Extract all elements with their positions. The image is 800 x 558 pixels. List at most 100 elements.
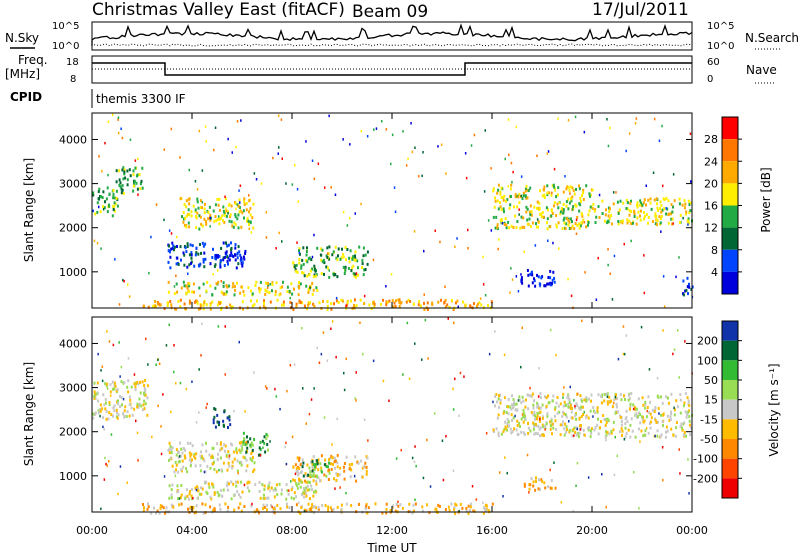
echo-cell: [194, 208, 197, 212]
echo-cell: [214, 263, 217, 267]
echo-speckle: [201, 201, 204, 204]
echo-cell: [102, 393, 105, 397]
echo-cell: [238, 205, 241, 209]
echo-cell: [473, 509, 476, 513]
echo-cell: [340, 503, 343, 507]
echo-cell: [530, 411, 533, 415]
echo-cell: [250, 299, 252, 303]
echo-cell: [213, 219, 216, 223]
echo-cell: [339, 257, 342, 261]
echo-cell: [554, 406, 557, 409]
echo-speckle: [576, 461, 579, 465]
echo-speckle: [536, 154, 538, 157]
echo-cell: [196, 300, 199, 304]
echo-cell: [555, 214, 558, 217]
echo-cell: [190, 214, 193, 218]
echo-speckle: [157, 404, 159, 408]
echo-speckle: [504, 157, 506, 161]
echo-cell: [575, 418, 578, 421]
echo-cell: [546, 227, 549, 231]
echo-cell: [280, 488, 283, 492]
echo-cell: [199, 469, 202, 473]
echo-speckle: [504, 456, 506, 459]
echo-cell: [255, 508, 258, 512]
colorbar-tick-label: 15: [704, 394, 718, 407]
echo-cell: [295, 467, 298, 471]
echo-cell: [300, 493, 303, 497]
echo-cell: [156, 509, 159, 513]
echo-cell: [497, 431, 500, 435]
echo-cell: [551, 278, 554, 282]
echo-cell: [286, 290, 289, 294]
echo-cell: [258, 453, 260, 457]
echo-cell: [298, 456, 301, 460]
echo-cell: [587, 428, 590, 432]
echo-cell: [285, 483, 288, 487]
echo-cell: [252, 226, 255, 230]
echo-speckle: [611, 298, 614, 301]
echo-speckle: [673, 348, 676, 351]
echo-speckle: [414, 342, 416, 345]
echo-cell: [612, 428, 615, 432]
echo-cell: [572, 205, 575, 209]
echo-speckle: [322, 331, 325, 334]
echo-cell: [322, 299, 324, 303]
echo-speckle: [646, 409, 648, 413]
echo-cell: [499, 401, 502, 405]
echo-cell: [236, 252, 239, 256]
echo-cell: [511, 430, 514, 434]
echo-speckle: [366, 135, 369, 138]
echo-cell: [671, 217, 674, 221]
echo-cell: [246, 464, 249, 468]
echo-cell: [313, 465, 316, 469]
echo-cell: [550, 419, 553, 423]
echo-cell: [182, 251, 185, 255]
echo-cell: [554, 419, 557, 423]
echo-speckle: [571, 208, 574, 211]
echo-cell: [230, 442, 232, 446]
echo-cell: [318, 301, 321, 305]
echo-cell: [512, 226, 515, 229]
echo-cell: [574, 222, 577, 225]
echo-cell: [655, 421, 658, 424]
echo-cell: [146, 413, 149, 417]
echo-cell: [312, 455, 315, 459]
echo-cell: [454, 512, 457, 515]
echo-cell: [336, 473, 339, 476]
echo-cell: [565, 415, 568, 419]
echo-cell: [686, 219, 689, 223]
echo-cell: [467, 512, 470, 515]
echo-speckle: [248, 194, 250, 197]
echo-cell: [391, 299, 394, 303]
echo-cell: [240, 444, 243, 448]
echo-cell: [639, 209, 642, 213]
echo-cell: [184, 216, 187, 220]
echo-speckle: [424, 318, 427, 322]
echo-cell: [585, 184, 588, 188]
echo-cell: [321, 260, 324, 264]
echo-cell: [562, 208, 565, 212]
echo-cell: [568, 398, 571, 401]
echo-cell: [328, 461, 331, 465]
echo-cell: [531, 281, 534, 285]
echo-cell: [568, 220, 571, 224]
echo-cell: [556, 411, 559, 415]
echo-cell: [557, 404, 560, 408]
echo-cell: [354, 455, 357, 459]
echo-cell: [213, 407, 216, 411]
echo-cell: [690, 426, 693, 430]
echo-cell: [175, 468, 177, 472]
echo-speckle: [335, 296, 338, 300]
echo-cell: [650, 207, 653, 211]
echo-speckle: [464, 152, 467, 155]
echo-cell: [671, 222, 674, 226]
echo-speckle: [539, 417, 541, 421]
echo-speckle: [536, 218, 539, 221]
echo-cell: [247, 219, 250, 223]
echo-cell: [169, 456, 172, 460]
echo-speckle: [278, 146, 280, 149]
echo-cell: [582, 405, 584, 409]
echo-cell: [236, 217, 239, 221]
echo-cell: [459, 502, 462, 506]
echo-cell: [393, 301, 396, 305]
